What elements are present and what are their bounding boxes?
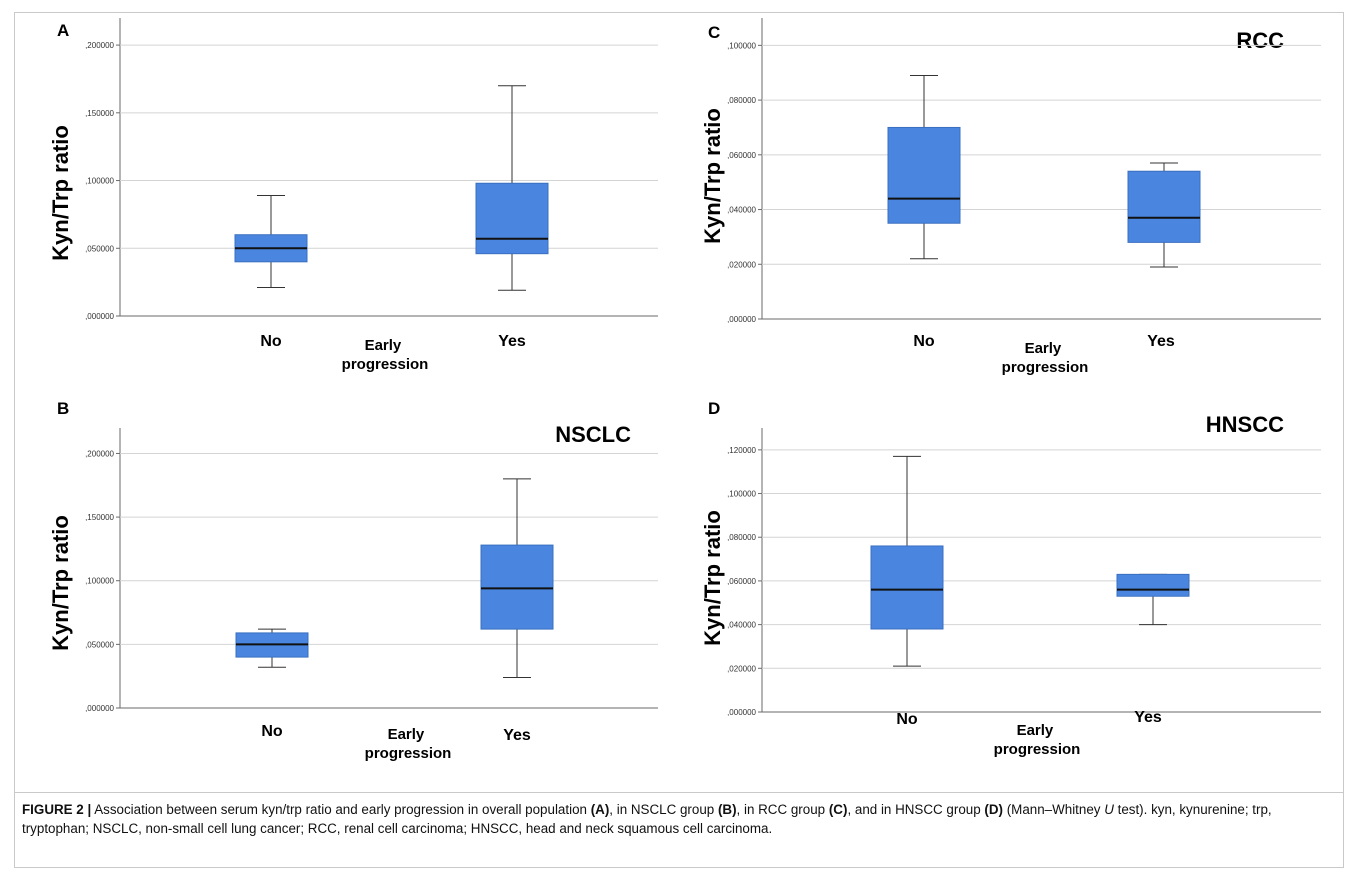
y-tick-label-c: ,040000 — [727, 206, 756, 215]
y-tick-label-c: ,100000 — [727, 41, 756, 50]
y-tick-label-d: ,020000 — [727, 664, 756, 673]
caption-text-4: , and in HNSCC group — [847, 802, 985, 817]
figure-caption: FIGURE 2 | Association between serum kyn… — [22, 800, 1334, 838]
category-label-yes-a: Yes — [498, 333, 526, 350]
caption-figure-label: FIGURE 2 | — [22, 802, 92, 817]
y-tick-label-a: ,050000 — [85, 244, 114, 253]
y-tick-label-b: ,050000 — [85, 640, 114, 649]
y-axis-label-b: Kyn/Trp ratio — [48, 515, 73, 651]
boxes-d — [870, 455, 1190, 667]
panel-title-b: NSCLC — [555, 422, 631, 447]
category-labels-d: No Yes — [896, 709, 1162, 728]
caption-text-2: , in NSCLC group — [609, 802, 718, 817]
caption-ref-d: (D) — [984, 802, 1003, 817]
ticks-d: ,000000 ,020000 ,040000 ,060000 ,080000 ,1000… — [727, 446, 762, 717]
y-tick-label-b: ,100000 — [85, 577, 114, 586]
category-label-yes-c: Yes — [1147, 333, 1175, 350]
panel-c: C RCC Kyn/Trp ratio ,000000 ,020000 ,04000… — [680, 18, 1340, 388]
category-labels-a: No Yes — [260, 333, 526, 350]
caption-text-3: , in RCC group — [736, 802, 829, 817]
boxes-a — [234, 85, 549, 291]
category-labels-c: No Yes — [913, 333, 1175, 350]
category-label-no-c: No — [913, 333, 935, 350]
grid-d — [761, 428, 1321, 713]
y-axis-label-c: Kyn/Trp ratio — [700, 108, 725, 244]
y-tick-label-b: ,200000 — [85, 449, 114, 458]
box-yes-b — [480, 544, 554, 630]
category-label-no-d: No — [896, 711, 918, 728]
boxes-c — [887, 74, 1201, 268]
y-tick-label-a: ,100000 — [85, 177, 114, 186]
y-tick-label-c: ,000000 — [727, 315, 756, 324]
panel-a: A Kyn/Trp ratio ,000000 ,050000 ,100000 ,15… — [20, 18, 680, 388]
x-axis-label-c-line2: progression — [1002, 359, 1089, 376]
x-axis-label-d: Early progression — [994, 722, 1081, 758]
x-axis-label-c: Early progression — [1002, 340, 1089, 376]
caption-ref-c: (C) — [828, 802, 848, 817]
x-axis-label-a-line1: Early — [365, 337, 402, 354]
ticks-a: ,000000 ,050000 ,100000 ,150000 ,200000 — [85, 41, 120, 321]
panel-title-d: HNSCC — [1206, 412, 1284, 437]
y-tick-label-b: ,150000 — [85, 513, 114, 522]
y-tick-label-d: ,060000 — [727, 577, 756, 586]
y-tick-label-b: ,000000 — [85, 704, 114, 713]
chart-a: A Kyn/Trp ratio ,000000 ,050000 ,100000 ,15… — [48, 18, 658, 373]
y-tick-label-d: ,100000 — [727, 490, 756, 499]
box-no-c — [887, 126, 961, 224]
category-label-no-a: No — [260, 333, 282, 350]
box-no-d — [870, 545, 944, 630]
category-label-yes-d: Yes — [1134, 709, 1162, 726]
box-yes-a — [475, 182, 549, 255]
caption-text-1: Association between serum kyn/trp ratio … — [91, 802, 591, 817]
panel-letter-b: B — [57, 399, 69, 418]
caption-ref-a: (A) — [590, 802, 610, 817]
box-yes-c — [1127, 170, 1201, 243]
y-tick-label-a: ,150000 — [85, 109, 114, 118]
caption-u-italic: U — [1104, 802, 1114, 817]
caption-divider — [14, 792, 1344, 793]
panel-title-c: RCC — [1236, 28, 1284, 53]
y-tick-label-a: ,000000 — [85, 312, 114, 321]
panel-b: B NSCLC Kyn/Trp ratio ,000000 ,050000 ,100… — [20, 399, 680, 780]
y-tick-label-c: ,080000 — [727, 96, 756, 105]
y-tick-label-d: ,000000 — [727, 708, 756, 717]
y-tick-label-c: ,020000 — [727, 260, 756, 269]
grid-b — [119, 428, 658, 709]
category-label-no-b: No — [261, 723, 283, 740]
y-tick-label-c: ,060000 — [727, 151, 756, 160]
box-yes-d — [1116, 573, 1190, 597]
caption-text-5: (Mann–Whitney — [1002, 802, 1105, 817]
panel-d: D HNSCC Kyn/Trp ratio ,000000 ,020000 ,040… — [680, 399, 1340, 780]
chart-b: B NSCLC Kyn/Trp ratio ,000000 ,050000 ,100… — [48, 399, 658, 762]
panel-letter-c: C — [708, 23, 720, 42]
x-axis-label-d-line2: progression — [994, 741, 1081, 758]
chart-d: D HNSCC Kyn/Trp ratio ,000000 ,020000 ,040… — [700, 399, 1321, 758]
category-label-yes-b: Yes — [503, 727, 531, 744]
x-axis-label-b-line2: progression — [365, 745, 452, 762]
panel-letter-a: A — [57, 21, 69, 40]
x-axis-label-b-line1: Early — [388, 726, 425, 743]
caption-ref-b: (B) — [717, 802, 737, 817]
y-tick-label-d: ,120000 — [727, 446, 756, 455]
ticks-b: ,000000 ,050000 ,100000 ,150000 ,200000 — [85, 449, 120, 713]
category-labels-b: No Yes — [261, 723, 531, 744]
x-axis-label-c-line1: Early — [1025, 340, 1062, 357]
x-axis-label-b: Early progression — [365, 726, 452, 762]
grid-a — [119, 18, 658, 317]
caption-text-6: test). kyn, kynurenine; trp, tryptophan;… — [22, 802, 1272, 836]
panel-letter-d: D — [708, 399, 720, 418]
figure-frame — [14, 12, 1344, 868]
y-tick-label-d: ,080000 — [727, 533, 756, 542]
x-axis-label-a: Early progression — [342, 337, 429, 373]
x-axis-label-a-line2: progression — [342, 356, 429, 373]
y-tick-label-a: ,200000 — [85, 41, 114, 50]
chart-c: C RCC Kyn/Trp ratio ,000000 ,020000 ,04000… — [700, 18, 1321, 376]
boxes-b — [235, 478, 554, 678]
y-axis-label-d: Kyn/Trp ratio — [700, 510, 725, 646]
x-axis-label-d-line1: Early — [1017, 722, 1054, 739]
y-tick-label-d: ,040000 — [727, 621, 756, 630]
grid-c — [761, 18, 1321, 320]
ticks-c: ,000000 ,020000 ,040000 ,060000 ,080000 ,1000… — [727, 41, 762, 324]
y-axis-label-a: Kyn/Trp ratio — [48, 125, 73, 261]
